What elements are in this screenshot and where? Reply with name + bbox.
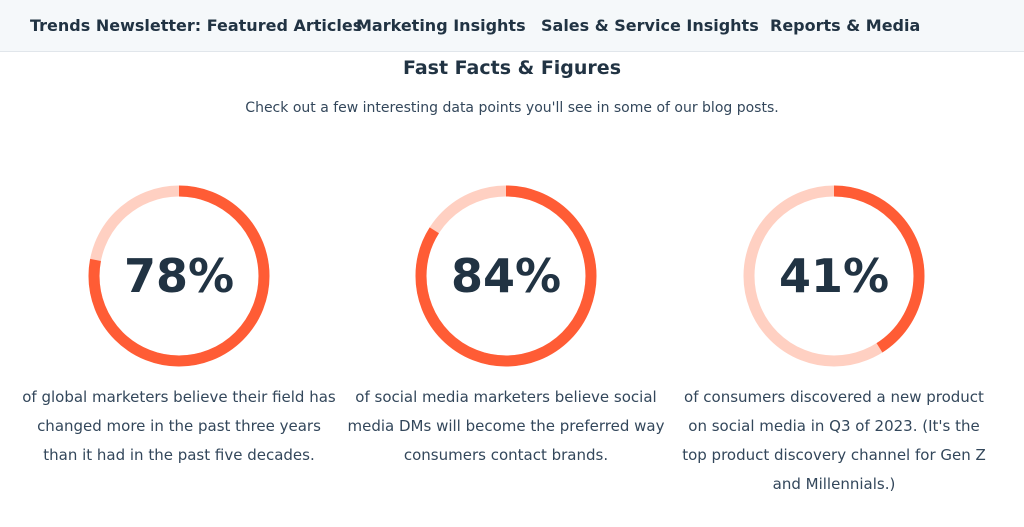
nav-reports-media[interactable]: Reports & Media	[770, 16, 921, 35]
ring-graphic	[415, 185, 597, 367]
stat-description: of social media marketers believe social…	[347, 388, 665, 464]
stat-card: 84% of social media marketers believe so…	[346, 183, 666, 470]
section-title: Fast Facts & Figures	[402, 57, 622, 79]
progress-ring: 84%	[413, 183, 599, 369]
progress-ring: 78%	[86, 183, 272, 369]
nav-trends-newsletter[interactable]: Trends Newsletter: Featured Articles	[30, 16, 363, 35]
section-subtitle: Check out a few interesting data points …	[245, 100, 779, 116]
stat-card: 78% of global marketers believe their fi…	[19, 183, 339, 470]
ring-graphic	[743, 185, 925, 367]
ring-fill	[743, 185, 925, 367]
nav-sales-service-insights[interactable]: Sales & Service Insights	[541, 16, 759, 35]
nav-marketing-insights[interactable]: Marketing Insights	[356, 16, 526, 35]
ring-fill	[415, 185, 597, 367]
top-navigation: Trends Newsletter: Featured Articles Mar…	[0, 0, 1024, 52]
ring-fill	[88, 185, 270, 367]
stat-description: of global marketers believe their field …	[22, 388, 336, 464]
progress-ring: 41%	[741, 183, 927, 369]
stat-percent: 84%	[450, 249, 562, 303]
stat-percent: 78%	[123, 249, 235, 303]
stat-card: 41% of consumers discovered a new produc…	[674, 183, 994, 499]
stat-description: of consumers discovered a new product on…	[682, 388, 986, 493]
ring-graphic	[88, 185, 270, 367]
stat-percent: 41%	[778, 249, 890, 303]
